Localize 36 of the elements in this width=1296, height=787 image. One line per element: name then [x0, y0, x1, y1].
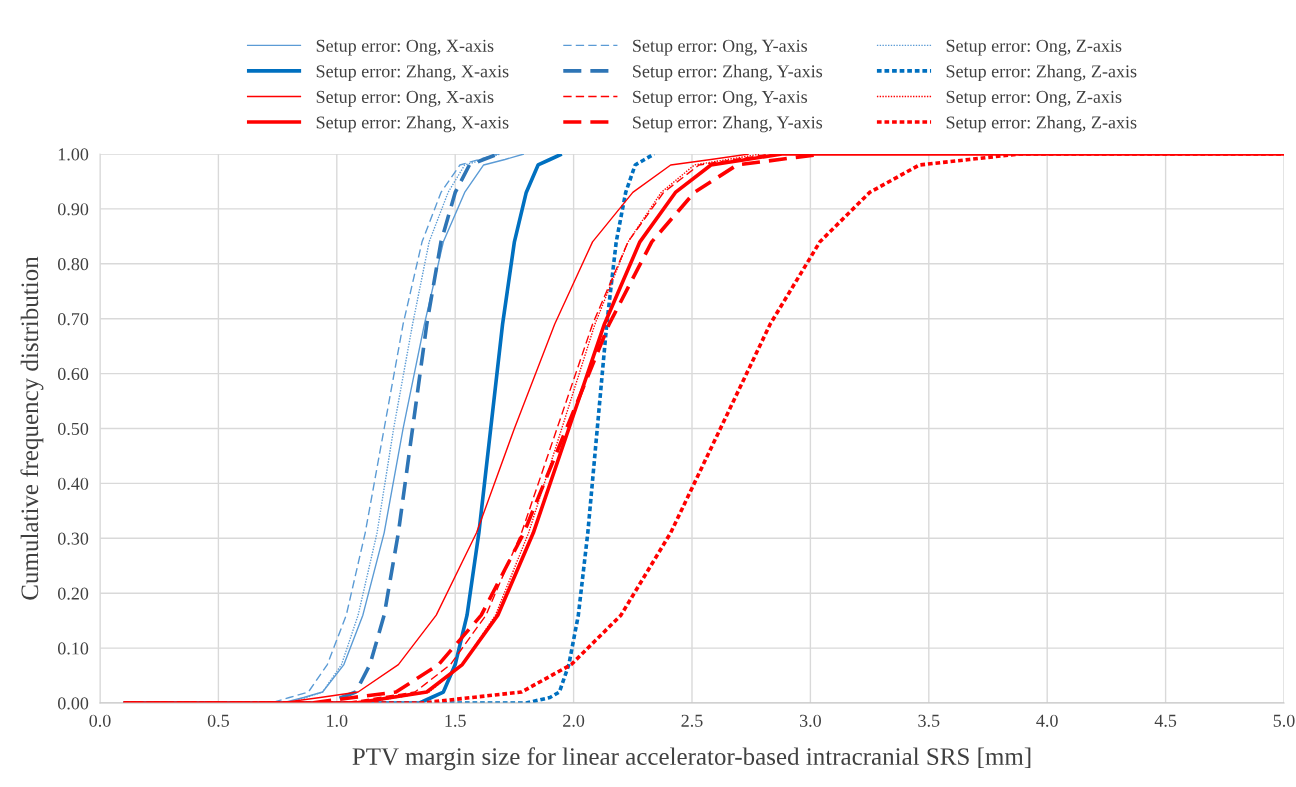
y-tick-label: 0.70: [57, 312, 89, 326]
x-tick-label: 5.0: [1273, 714, 1295, 727]
legend-label: Setup error: Zhang, Y-axis: [633, 115, 823, 133]
y-tick-label: 0.50: [57, 422, 89, 436]
y-tick-label: 0.60: [57, 367, 89, 381]
legend-label: Setup error: Ong, Y-axis: [633, 90, 808, 107]
y-tick-label: 0.00: [57, 697, 89, 710]
legend-label: Setup error: Zhang, X-axis: [316, 64, 509, 82]
x-tick-label: 0.0: [89, 714, 111, 727]
x-axis-title: PTV margin size for linear accelerator-based intracranial SRS [mm]: [352, 747, 1031, 771]
legend-label: Setup error: Ong, Z-axis: [946, 39, 1122, 56]
x-tick-label: 1.5: [445, 714, 466, 727]
legend-label: Setup error: Zhang, Z-axis: [946, 115, 1137, 133]
x-tick-label: 4.5: [1154, 714, 1177, 727]
legend-label: Setup error: Ong, Z-axis: [946, 90, 1122, 107]
y-tick-label: 0.40: [57, 477, 89, 490]
y-tick-label: 0.90: [57, 203, 89, 216]
legend-label: Setup error: Ong, X-axis: [316, 90, 494, 107]
y-tick-label: 0.80: [57, 258, 89, 271]
legend-label: Setup error: Zhang, X-axis: [316, 115, 509, 133]
y-tick-label: 1.00: [58, 148, 89, 161]
legend-label: Setup error: Zhang, Y-axis: [633, 64, 823, 82]
x-tick-label: 2.5: [681, 714, 703, 727]
x-tick-label: 2.0: [563, 714, 585, 727]
legend-label: Setup error: Ong, Y-axis: [633, 39, 808, 56]
y-tick-label: 0.30: [57, 532, 89, 545]
x-tick-label: 1.0: [327, 714, 348, 727]
legend-label: Setup error: Zhang, Z-axis: [946, 64, 1137, 82]
y-tick-label: 0.20: [57, 587, 89, 600]
y-tick-label: 0.10: [57, 642, 89, 655]
x-tick-label: 0.5: [207, 714, 229, 727]
legend-label: Setup error: Ong, X-axis: [316, 39, 494, 56]
x-tick-label: 3.0: [799, 714, 821, 727]
x-tick-label: 3.5: [918, 714, 940, 727]
x-tick-label: 4.0: [1036, 714, 1058, 727]
y-axis-title: Cumulative frequency distribution: [20, 256, 44, 600]
